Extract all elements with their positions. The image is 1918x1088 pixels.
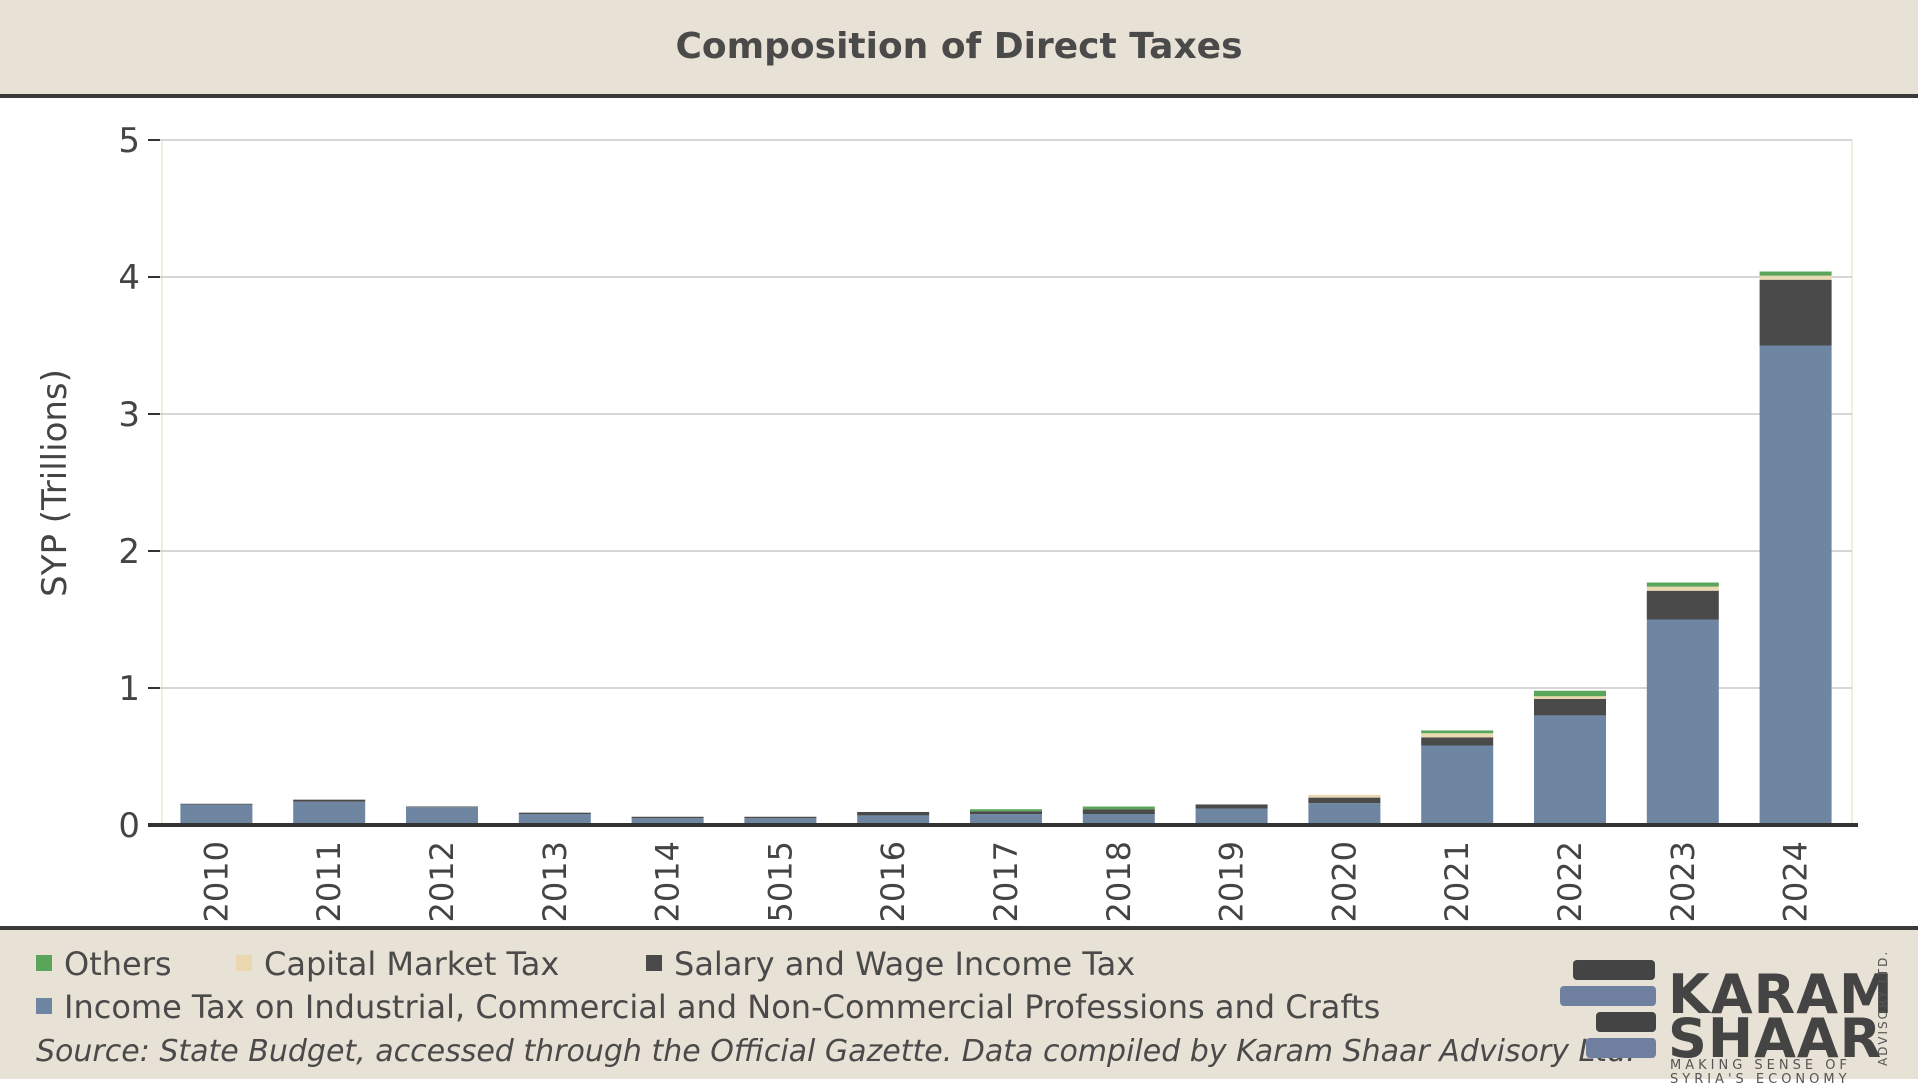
bar-segment-2011-series-0	[293, 801, 366, 825]
bar-segment-2016-series-0	[857, 815, 930, 825]
bar-segment-2019-series-1	[1195, 804, 1268, 809]
x-tick-label: 2024	[1777, 841, 1815, 922]
y-tick-label: 1	[118, 669, 140, 709]
legend-label-income-tax: Income Tax on Industrial, Commercial and…	[64, 988, 1381, 1026]
y-tick-label: 3	[118, 395, 140, 435]
legend-item-income-tax: Income Tax on Industrial, Commercial and…	[36, 988, 1380, 1026]
bar-segment-2024-series-2	[1759, 275, 1832, 280]
x-tick-label: 5015	[761, 841, 799, 922]
karam-shaar-logo: KARAM SHAAR MAKING SENSE OF SYRIA'S ECON…	[1558, 948, 1898, 1087]
x-tick-label: 2017	[987, 841, 1025, 922]
bar-segment-2016-series-1	[857, 811, 930, 816]
bar-segment-2012-series-0	[406, 807, 478, 825]
y-axis-label: SYP (Trillions)	[35, 369, 75, 597]
bar-segment-2018-series-0	[1082, 814, 1155, 825]
chart-title: Composition of Direct Taxes	[675, 26, 1243, 67]
legend-item-capital-market-tax: Capital Market Tax	[236, 945, 559, 983]
bar-segment-2013-series-0	[518, 814, 591, 825]
bar-segment-2020-series-2	[1308, 794, 1381, 798]
y-tick-label: 4	[118, 258, 140, 298]
x-tick-label: 2016	[874, 841, 912, 922]
legend-item-others: Others	[36, 945, 172, 983]
grid-lines	[160, 139, 1853, 825]
bar-segment-2017-series-3	[970, 809, 1042, 812]
x-tick-label: 2022	[1551, 841, 1589, 922]
chart-header: Composition of Direct Taxes	[0, 0, 1918, 98]
legend-label-others: Others	[64, 945, 172, 983]
legend-swatch-capital-market-tax	[236, 955, 252, 971]
x-tick-label: 2018	[1100, 841, 1138, 922]
y-tick-label: 0	[118, 806, 140, 846]
bar-segment-2023-series-0	[1646, 619, 1719, 825]
x-tick-label: 2019	[1213, 841, 1251, 922]
bar-segment-2018-series-1	[1082, 809, 1155, 815]
logo-bar-3	[1596, 1012, 1656, 1032]
axes: 0 1 2 3 4 5 2010 2011 2012 2013 2014 5015 2016 2017 20…	[118, 121, 1858, 922]
bar-segment-2022-series-1	[1534, 698, 1606, 716]
chart-area: 0 1 2 3 4 5 2010 2011 2012 2013 2014 5015 2016 2017 20…	[0, 98, 1918, 926]
logo-bar-2	[1560, 986, 1656, 1006]
bar-segment-2013-series-1	[518, 812, 591, 815]
x-tick-label: 2020	[1325, 841, 1363, 922]
x-tick-label: 2013	[536, 841, 574, 922]
bar-segment-2021-series-2	[1421, 733, 1494, 738]
bar-segment-5015-series-1	[744, 816, 817, 819]
bar-segment-2024-series-1	[1759, 279, 1832, 346]
legend-label-salary-wage-tax: Salary and Wage Income Tax	[674, 945, 1136, 983]
logo-tagline-1: MAKING SENSE OF	[1670, 1058, 1851, 1073]
bar-segment-2021-series-3	[1421, 730, 1494, 734]
x-tick-label: 2010	[197, 841, 235, 922]
y-tick-label: 2	[118, 532, 140, 572]
legend-swatch-income-tax	[36, 998, 52, 1014]
source-note: Source: State Budget, accessed through t…	[36, 1034, 1636, 1069]
bar-segment-2020-series-1	[1308, 797, 1381, 804]
bar-segment-2020-series-0	[1308, 803, 1381, 825]
bar-segment-2014-series-0	[631, 818, 704, 825]
bar-segment-2022-series-3	[1534, 690, 1606, 697]
bar-segment-2018-series-3	[1082, 806, 1155, 810]
legend-label-capital-market-tax: Capital Market Tax	[264, 945, 560, 983]
logo-bar-1	[1573, 960, 1655, 980]
bar-series	[180, 271, 1832, 825]
bar-segment-2017-series-1	[970, 811, 1042, 815]
bar-segment-2023-series-3	[1646, 582, 1719, 587]
bar-segment-2021-series-1	[1421, 737, 1494, 746]
chart-footer: Others Capital Market Tax Salary and Wag…	[0, 926, 1918, 1087]
bar-segment-2010-series-1	[180, 803, 253, 805]
logo-bar-4	[1586, 1038, 1656, 1058]
logo-name-karam: KARAM	[1668, 963, 1894, 1026]
bar-segment-2019-series-0	[1195, 808, 1268, 825]
bar-segment-2024-series-0	[1759, 345, 1832, 825]
x-tick-label: 2012	[423, 841, 461, 922]
y-tick-label: 5	[118, 121, 140, 161]
x-tick-label: 2014	[649, 841, 687, 922]
bar-segment-2023-series-1	[1646, 590, 1719, 620]
logo-tagline-2: SYRIA'S ECONOMY	[1670, 1072, 1851, 1087]
legend-swatch-others	[36, 955, 52, 971]
bar-segment-2022-series-0	[1534, 715, 1606, 825]
stacked-bar-chart: 0 1 2 3 4 5 2010 2011 2012 2013 2014 5015 2016 2017 20…	[35, 121, 1858, 922]
bar-segment-2022-series-2	[1534, 696, 1606, 699]
x-tick-label: 2021	[1438, 841, 1476, 922]
bar-segment-2023-series-2	[1646, 586, 1719, 591]
bar-segment-2017-series-0	[970, 814, 1042, 825]
legend-item-salary-wage-tax: Salary and Wage Income Tax	[646, 945, 1135, 983]
bar-segment-2011-series-1	[293, 799, 366, 802]
logo-name-shaar: SHAAR	[1668, 1007, 1883, 1070]
bar-segment-2010-series-0	[180, 804, 253, 825]
bar-segment-2014-series-1	[631, 816, 704, 819]
bar-segment-2024-series-3	[1759, 271, 1832, 276]
logo-side-text: ADVISORY LTD.	[1876, 949, 1890, 1066]
x-tick-label: 2023	[1664, 841, 1702, 922]
x-tick-label: 2011	[310, 841, 348, 922]
bar-segment-2021-series-0	[1421, 745, 1494, 825]
legend-swatch-salary-wage-tax	[646, 955, 662, 971]
bar-segment-5015-series-0	[744, 818, 817, 825]
bar-segment-2012-series-1	[406, 806, 478, 808]
